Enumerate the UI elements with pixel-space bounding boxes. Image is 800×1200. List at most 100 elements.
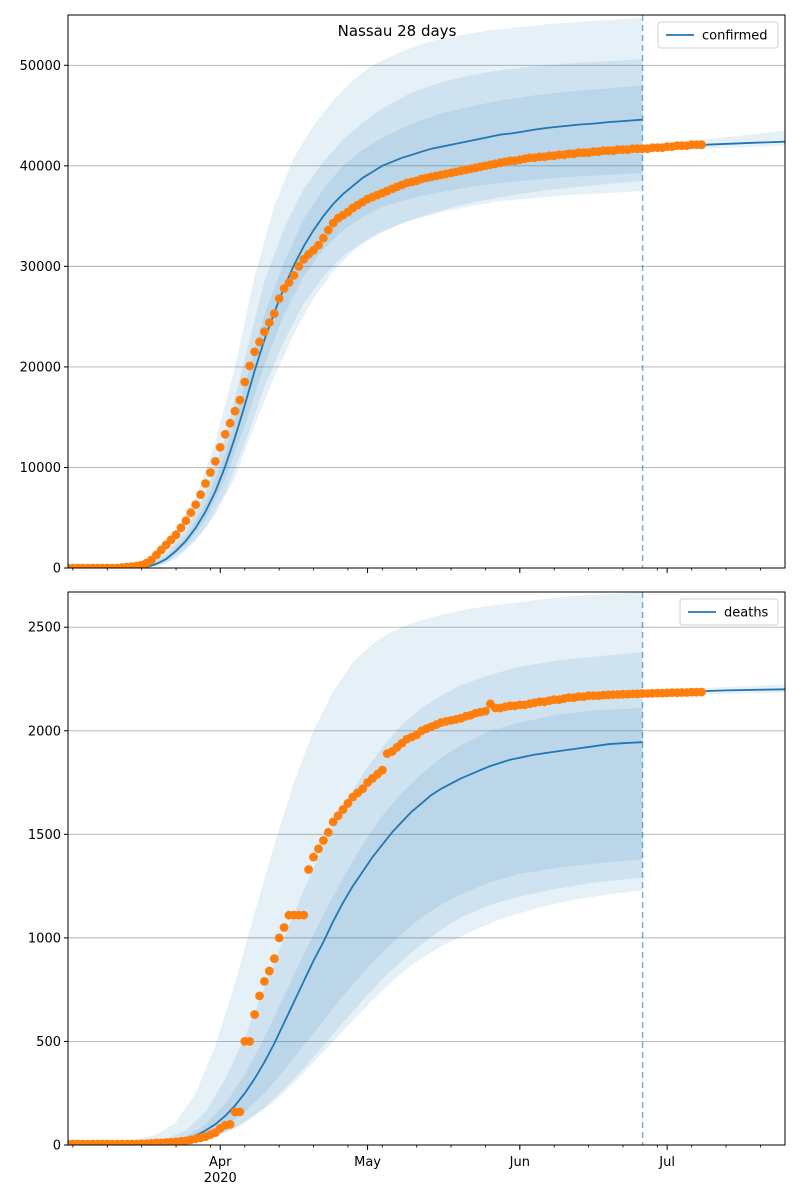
x-axis <box>72 568 761 573</box>
data-point <box>289 271 299 280</box>
gridlines <box>68 64 785 468</box>
data-point <box>314 844 323 854</box>
data-point <box>299 910 309 920</box>
data-point <box>176 523 186 533</box>
data-point <box>255 337 264 347</box>
legend: confirmed <box>657 21 779 49</box>
data-point <box>171 530 181 540</box>
data-point <box>235 395 245 405</box>
y-tick-label: 0 <box>53 1139 61 1154</box>
data-point <box>377 765 387 775</box>
data-point <box>210 457 220 466</box>
data-point <box>201 479 210 488</box>
legend: deaths <box>679 598 779 626</box>
data-point <box>264 318 274 328</box>
deaths-band-outer <box>136 592 643 1145</box>
y-tick-label: 1500 <box>28 828 61 843</box>
data-point <box>260 327 269 337</box>
y-axis: 0 10000 20000 30000 40000 50000 <box>20 59 68 577</box>
data-point <box>260 977 269 986</box>
data-point <box>333 811 343 821</box>
confirmed-line <box>126 118 643 568</box>
data-point <box>181 516 191 526</box>
confirmed-band-outer <box>136 18 643 568</box>
data-point <box>245 361 255 371</box>
data-point <box>225 1119 235 1129</box>
data-point <box>294 262 304 271</box>
data-point <box>264 966 274 976</box>
data-point <box>269 954 279 963</box>
x-tick-sublabel: 2020 <box>204 1171 237 1186</box>
data-point <box>358 784 368 794</box>
observed-deaths <box>68 687 706 1145</box>
data-point <box>240 377 250 387</box>
data-point <box>215 442 225 452</box>
data-point <box>309 852 318 862</box>
data-point <box>225 418 235 428</box>
data-point <box>279 284 289 293</box>
data-point <box>304 865 313 874</box>
data-point <box>338 805 348 814</box>
data-point <box>235 1107 245 1117</box>
data-point <box>269 309 279 318</box>
y-tick-label: 500 <box>36 1035 61 1050</box>
deaths-band-middle <box>141 652 643 1145</box>
data-point <box>274 294 284 303</box>
plot-area <box>68 15 785 568</box>
data-point <box>697 140 706 150</box>
confirmed-band-inner <box>146 85 643 568</box>
y-tick-label: 30000 <box>20 260 61 275</box>
y-tick-label: 2000 <box>28 724 61 739</box>
y-tick-label: 0 <box>53 562 61 577</box>
deaths-band-inner <box>146 708 643 1145</box>
data-point <box>319 233 328 243</box>
data-point <box>191 500 201 510</box>
data-point <box>279 923 289 932</box>
data-point <box>343 798 353 808</box>
data-point <box>196 490 206 499</box>
confirmed-band-middle <box>141 59 643 568</box>
y-axis: 0 500 1000 1500 2000 2500 <box>28 621 68 1154</box>
data-point <box>245 1037 255 1046</box>
data-point <box>250 1010 259 1019</box>
y-tick-label: 1000 <box>28 931 61 946</box>
data-point <box>220 429 230 439</box>
y-tick-label: 40000 <box>20 159 61 174</box>
plot-area <box>68 592 785 1145</box>
data-point <box>328 817 338 827</box>
x-tick-label: May <box>354 1155 381 1170</box>
data-point <box>250 347 259 357</box>
data-point <box>206 468 215 477</box>
data-point <box>697 687 706 697</box>
legend-label: confirmed <box>702 29 768 44</box>
legend-box <box>679 598 779 626</box>
deaths-line <box>126 741 643 1145</box>
legend-box <box>657 21 779 49</box>
data-point <box>284 278 294 287</box>
observed-confirmed <box>68 140 706 568</box>
figure-title: Nassau 28 days <box>338 22 457 40</box>
y-tick-label: 2500 <box>28 621 61 636</box>
data-point <box>323 225 333 235</box>
data-point <box>481 706 490 716</box>
x-tick-label: Jul <box>658 1155 675 1170</box>
data-point <box>255 991 264 1001</box>
y-tick-label: 20000 <box>20 360 61 375</box>
panel-confirmed: 0 10000 20000 30000 40000 50000 confirmed <box>20 14 786 577</box>
data-point <box>230 406 240 416</box>
data-point <box>274 933 284 943</box>
axes-frame <box>67 14 786 569</box>
data-point <box>314 240 323 250</box>
data-point <box>323 827 333 837</box>
data-point <box>186 508 196 518</box>
x-tick-label: Jun <box>509 1155 530 1170</box>
y-tick-label: 10000 <box>20 461 61 476</box>
x-tick-label: Apr <box>209 1155 232 1170</box>
axes-frame <box>67 591 786 1146</box>
y-tick-label: 50000 <box>20 59 61 74</box>
data-point <box>319 836 328 845</box>
